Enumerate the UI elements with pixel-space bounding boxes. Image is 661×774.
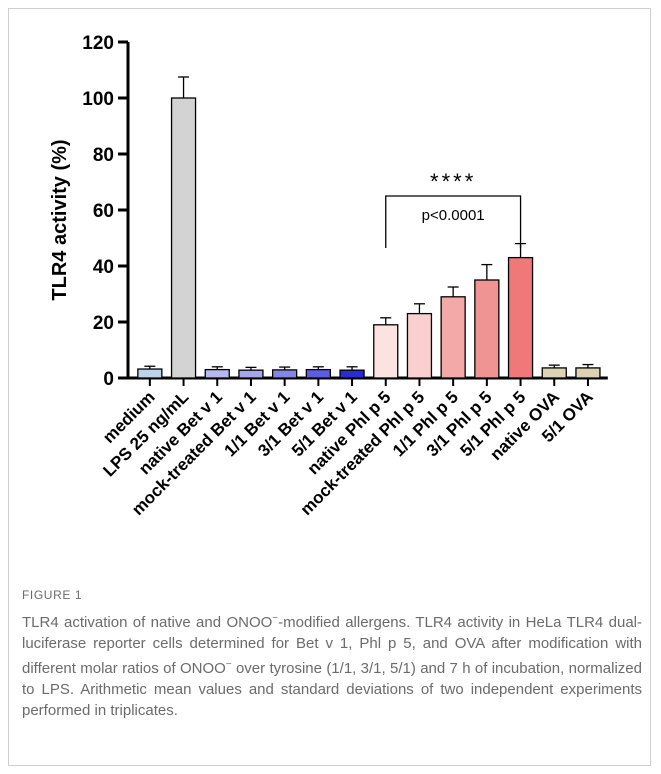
bar <box>170 97 197 379</box>
error-bar <box>346 366 358 371</box>
bar <box>204 368 230 379</box>
bar <box>305 368 332 379</box>
figure-caption: TLR4 activation of native and ONOO−-modi… <box>22 608 642 721</box>
bar <box>575 367 601 379</box>
caption-part-3: over tyrosine (1/1, 3/1, 5/1) and 7 h of… <box>22 660 642 719</box>
y-tick-label: 20 <box>93 313 114 334</box>
bar <box>474 279 500 379</box>
bar <box>541 367 567 379</box>
y-tick-label: 80 <box>93 145 114 166</box>
error-bar <box>447 286 459 297</box>
bar <box>507 256 534 379</box>
p-value-label: p<0.0001 <box>422 207 485 224</box>
significance-stars: **** <box>430 169 476 194</box>
bar <box>137 368 163 379</box>
bar <box>373 324 399 379</box>
y-tick-label: 0 <box>103 369 114 390</box>
bar <box>238 369 264 379</box>
caption-superscript-2: − <box>225 659 232 670</box>
error-bar <box>211 366 223 370</box>
caption-label: FIGURE 1 <box>22 588 83 602</box>
bar <box>271 369 298 379</box>
error-bar <box>178 76 190 98</box>
error-bar <box>144 365 156 370</box>
bar <box>406 312 433 379</box>
error-bar <box>312 366 324 370</box>
caption-part-1: TLR4 activation of native and ONOO <box>22 614 273 631</box>
bar <box>440 296 466 379</box>
annotation: **** p<0.0001 <box>385 169 522 248</box>
error-bar <box>481 263 493 280</box>
error-bar <box>582 363 594 368</box>
y-tick-label: 60 <box>93 201 114 222</box>
y-tick-label: 120 <box>82 33 114 54</box>
caption-part-2: -modified allergens. TLR4 activity in He… <box>22 614 642 677</box>
significance-bracket <box>385 195 522 248</box>
error-bar <box>413 303 425 314</box>
error-bar <box>279 366 291 370</box>
caption-superscript-1: − <box>272 613 279 624</box>
figure-frame <box>8 8 651 766</box>
y-axis-label: TLR4 activity (%) <box>49 139 71 300</box>
error-bar <box>380 317 392 325</box>
error-bar <box>548 364 560 368</box>
y-tick-label: 40 <box>93 257 114 278</box>
bar <box>339 369 365 379</box>
error-bar <box>245 366 257 371</box>
y-tick-label: 100 <box>82 89 114 110</box>
